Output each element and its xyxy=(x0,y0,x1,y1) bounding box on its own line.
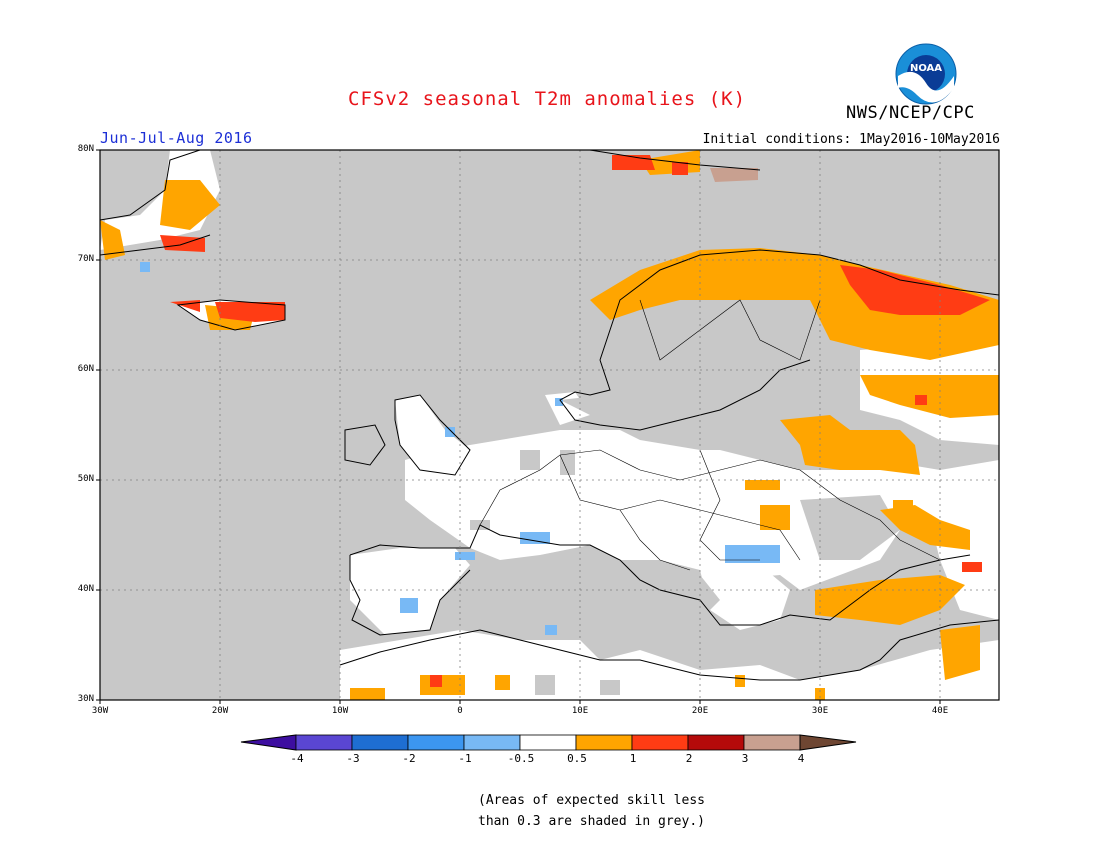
lon-label-40e: 40E xyxy=(931,706,949,716)
colorbar-high-arrow xyxy=(799,734,857,751)
coastlines xyxy=(100,150,999,681)
lon-label-0: 0 xyxy=(457,706,463,716)
lat-label-70n: 70N xyxy=(77,254,94,264)
graticule xyxy=(100,150,999,700)
footnote-line-2: than 0.3 are shaded in grey.) xyxy=(478,814,705,829)
lon-label-10w: 10W xyxy=(331,706,349,716)
colorbar-tick: 4 xyxy=(797,752,805,765)
colorbar-segment xyxy=(295,734,353,751)
lon-label-20e: 20E xyxy=(691,706,709,716)
skill-footnote: (Areas of expected skill less than 0.3 a… xyxy=(478,790,705,832)
map-frame xyxy=(99,149,1000,701)
colorbar-segment xyxy=(687,734,745,751)
footnote-line-1: (Areas of expected skill less xyxy=(478,793,705,808)
colorbar-tick: 3 xyxy=(741,752,749,765)
map-title: CFSv2 seasonal T2m anomalies (K) xyxy=(348,88,747,110)
axis-ticks xyxy=(96,149,941,704)
colorbar-segment xyxy=(575,734,633,751)
cool-anomaly xyxy=(140,262,780,635)
colorbar-tick: -1 xyxy=(458,752,472,765)
forecast-period: Jun-Jul-Aug 2016 xyxy=(100,129,253,147)
colorbar-tick: 2 xyxy=(685,752,693,765)
initial-conditions: Initial conditions: 1May2016-10May2016 xyxy=(702,132,1000,147)
colorbar-tick: -3 xyxy=(346,752,360,765)
colorbar-segment xyxy=(407,734,465,751)
lon-label-10e: 10E xyxy=(571,706,589,716)
logo-text: NOAA xyxy=(910,63,942,74)
colorbar-segment xyxy=(519,734,577,751)
colorbar xyxy=(240,734,857,751)
lat-label-80n: 80N xyxy=(77,144,94,154)
lat-label-30n: 30N xyxy=(77,694,94,704)
no-skill-land xyxy=(470,290,900,695)
agency-label: NWS/NCEP/CPC xyxy=(846,103,975,123)
colorbar-segment xyxy=(631,734,689,751)
lon-label-20w: 20W xyxy=(211,706,229,716)
colorbar-segment xyxy=(743,734,801,751)
lon-label-30e: 30E xyxy=(811,706,829,716)
warm-anomaly-1-2 xyxy=(160,155,990,687)
colorbar-segment xyxy=(463,734,521,751)
lon-label-30w: 30W xyxy=(91,706,109,716)
lat-label-40n: 40N xyxy=(77,584,94,594)
colorbar-tick: -0.5 xyxy=(507,752,535,765)
colorbar-tick: 1 xyxy=(629,752,637,765)
colorbar-tick: 0.5 xyxy=(567,752,587,765)
colorbar-tick: -4 xyxy=(290,752,304,765)
noaa-logo-icon: NOAA xyxy=(895,43,957,105)
lat-label-50n: 50N xyxy=(77,474,94,484)
warm-anomaly-3-4 xyxy=(710,168,758,182)
lat-label-60n: 60N xyxy=(77,364,94,374)
colorbar-tick: -2 xyxy=(402,752,416,765)
colorbar-segment xyxy=(351,734,409,751)
colorbar-low-arrow xyxy=(240,734,297,751)
